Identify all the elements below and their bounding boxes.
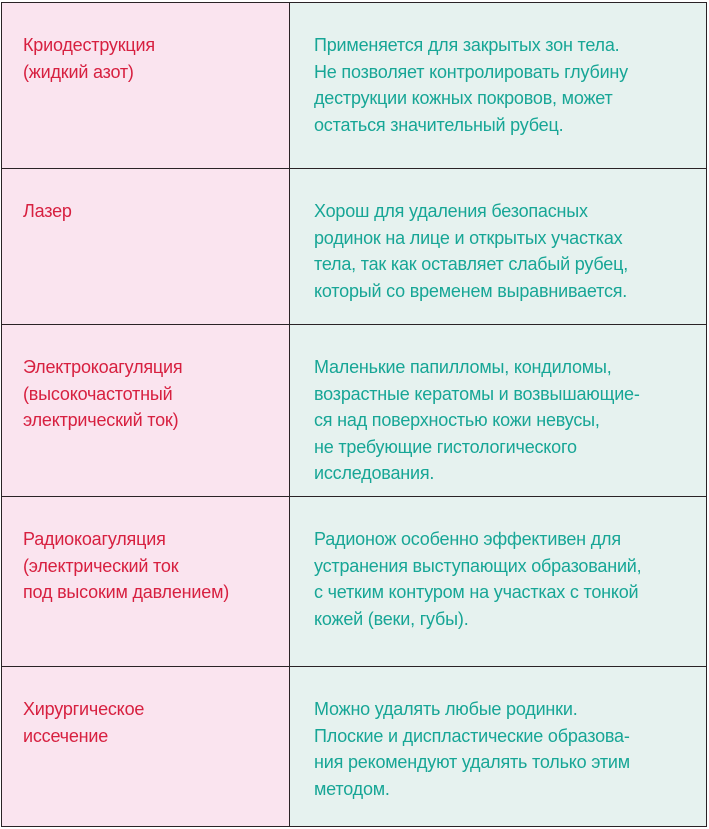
method-line: Криодеструкция (23, 35, 155, 55)
method-line: под высоким давлением) (23, 582, 230, 602)
table-row: Хирургическое иссечение Можно удалять любы… (1, 666, 707, 827)
description-cell: Радионож особенно эффективен для устранен… (289, 496, 707, 667)
method-line: (высокочастотный (23, 383, 173, 404)
description-line: родинок на лице и открытых участках (314, 227, 623, 248)
description-line: исследования. (314, 463, 435, 483)
description-cell: Хорош для удаления безопасных родинок на … (289, 168, 707, 325)
description-line: возрастные кератомы и возвышающие- (314, 383, 640, 404)
description-line: методом. (314, 778, 390, 799)
description-line: с четким контуром на участках с тонкой (314, 582, 639, 602)
description-line: который со временем выравнивается. (314, 280, 628, 301)
description-line: Не позволяет контролировать глубину (314, 61, 628, 82)
description-line: деструкции кожных покровов, может (314, 88, 613, 108)
description-line: устранения выступающих образований, (314, 555, 642, 576)
description-cell: Применяется для закрытых зон тела. Не поз… (289, 2, 707, 169)
description-line: ся над поверхностью кожи невусы, (314, 410, 600, 430)
method-line: (жидкий азот) (23, 61, 134, 82)
method-cell: Криодеструкция (жидкий азот) (1, 2, 290, 169)
description-line: Можно удалять любые родинки. (314, 699, 578, 719)
method-line: (электрический ток (23, 555, 179, 576)
table-row: Лазер Хорош для удаления безопасных родино… (1, 168, 707, 325)
description-line: ния рекомендуют удалять только этим (314, 752, 630, 772)
method-cell: Электрокоагуляция (высокочастотный электри… (1, 324, 290, 497)
description-line: кожей (веки, губы). (314, 608, 469, 629)
method-cell: Лазер (1, 168, 290, 325)
method-line: Радиокоагуляция (23, 529, 166, 549)
method-cell: Радиокоагуляция (электрический ток под выс… (1, 496, 290, 667)
method-line: Хирургическое (23, 699, 145, 719)
method-line: иссечение (23, 725, 109, 746)
description-line: остаться значительный рубец. (314, 114, 564, 135)
description-line: Радионож особенно эффективен для (314, 529, 621, 549)
description-line: Маленькие папилломы, кондиломы, (314, 357, 612, 377)
table-row: Электрокоагуляция (высокочастотный электри… (1, 324, 707, 497)
description-line: не требующие гистологического (314, 436, 577, 457)
description-line: тела, так как оставляет слабый рубец, (314, 254, 629, 274)
method-line: Лазер (23, 201, 72, 221)
description-cell: Маленькие папилломы, кондиломы, возрастны… (289, 324, 707, 497)
table-row: Криодеструкция (жидкий азот) Применяется д… (1, 2, 707, 169)
method-cell: Хирургическое иссечение (1, 666, 290, 827)
method-line: Электрокоагуляция (23, 357, 183, 377)
table-row: Радиокоагуляция (электрический ток под выс… (1, 496, 707, 667)
description-cell: Можно удалять любые родинки. Плоские и ди… (289, 666, 707, 827)
method-line: электрический ток) (23, 410, 179, 430)
description-line: Плоские и диспластические образова- (314, 725, 630, 746)
description-line: Применяется для закрытых зон тела. (314, 35, 620, 55)
description-line: Хорош для удаления безопасных (314, 201, 588, 221)
